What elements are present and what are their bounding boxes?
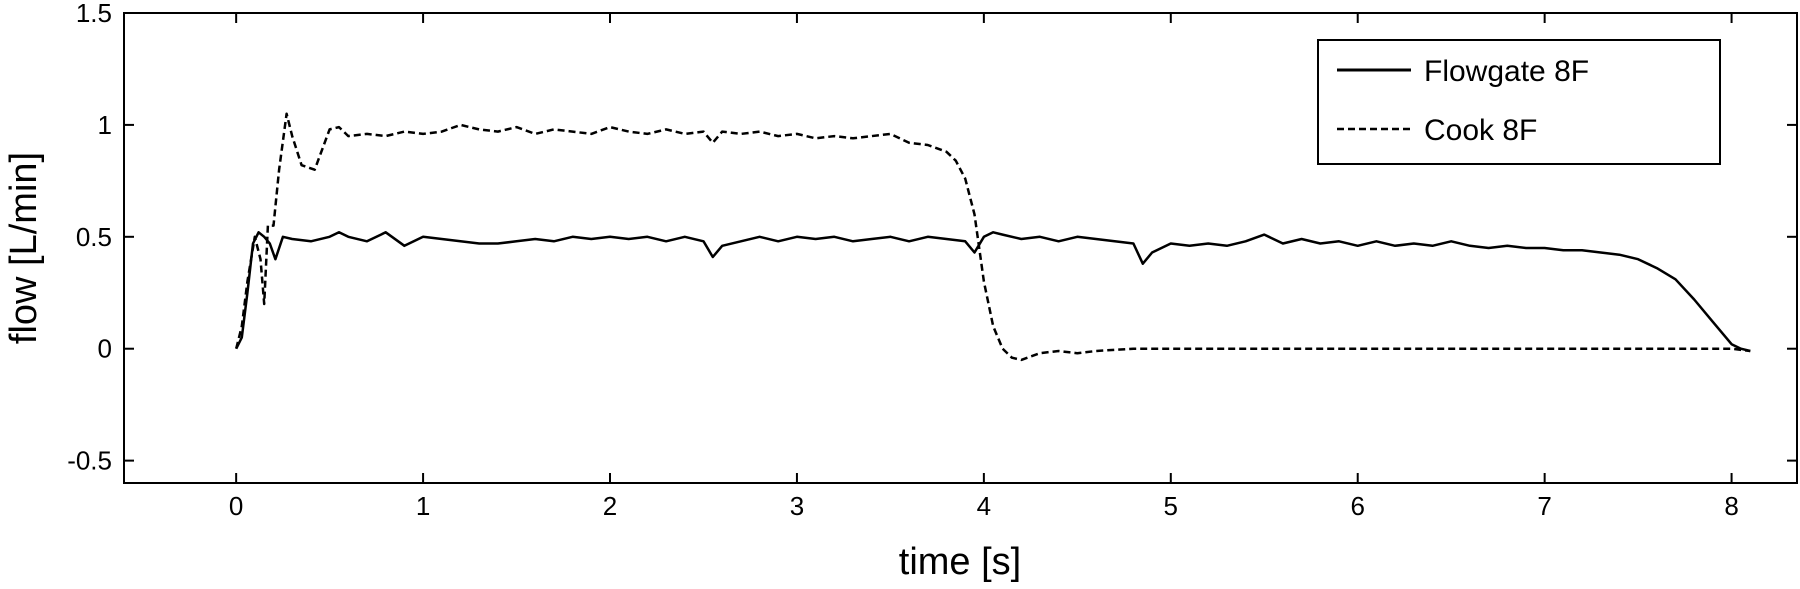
plot-area-frame <box>123 12 1798 484</box>
y-tick-label: 0.5 <box>76 222 112 252</box>
y-tick-label: 1.5 <box>76 0 112 28</box>
y-tick-label: 0 <box>98 334 112 364</box>
x-axis-ticks: 0 1 2 3 4 5 6 7 8 <box>229 13 1739 521</box>
x-tick-label: 5 <box>1164 491 1178 521</box>
y-axis-label: flow [L/min] <box>3 152 45 344</box>
legend-box <box>1317 39 1721 165</box>
y-tick-label: -0.5 <box>67 446 112 476</box>
x-tick-label: 1 <box>416 491 430 521</box>
series-line-flowgate-8f <box>235 231 1751 353</box>
x-tick-label: 6 <box>1350 491 1364 521</box>
x-axis-label: time [s] <box>899 541 1021 583</box>
x-tick-label: 2 <box>603 491 617 521</box>
x-tick-label: 3 <box>790 491 804 521</box>
series-line-cook-8f <box>234 112 1751 362</box>
series-layer <box>234 112 1751 362</box>
x-tick-label: 7 <box>1537 491 1551 521</box>
legend-label-cook: Cook 8F <box>1424 114 1537 147</box>
legend-label-flowgate: Flowgate 8F <box>1424 55 1589 88</box>
y-axis-ticks: -0.5 0 0.5 1 1.5 <box>67 0 1797 476</box>
x-tick-label: 4 <box>977 491 991 521</box>
y-tick-label: 1 <box>98 110 112 140</box>
x-tick-label: 8 <box>1724 491 1738 521</box>
legend: Flowgate 8F Cook 8F <box>1317 39 1721 165</box>
x-tick-label: 0 <box>229 491 243 521</box>
